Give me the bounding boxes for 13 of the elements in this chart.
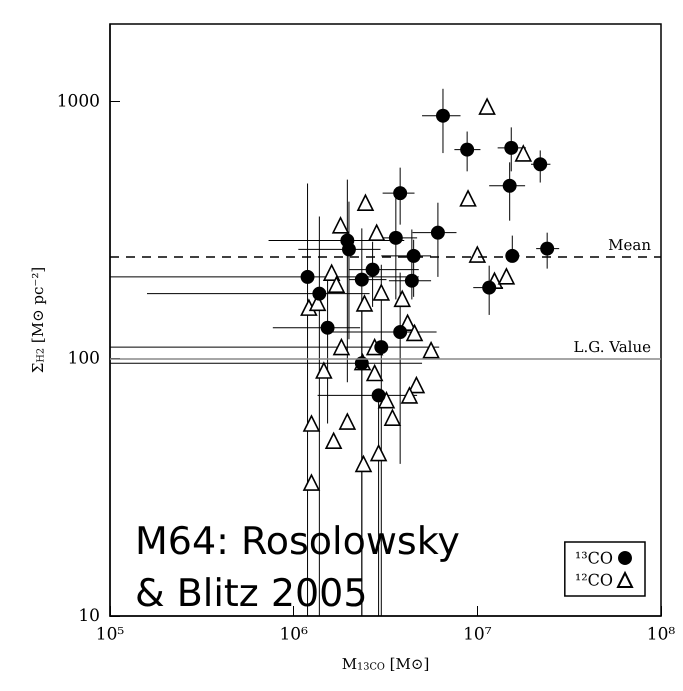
x-tick-label: 10⁸	[646, 624, 676, 644]
y-tick-label: 100	[68, 348, 100, 369]
y-axis-title: ΣH2 [M⊙ pc⁻²]	[28, 266, 47, 374]
y-tick-label: 1000	[56, 91, 100, 112]
x-tick-label: 10⁵	[96, 624, 124, 644]
ref-line-label: L.G. Value	[574, 338, 652, 356]
y-tick-label: 10	[78, 606, 100, 626]
legend-label: ¹²CO	[574, 570, 613, 590]
ref-line-label: Mean	[608, 236, 652, 254]
x-tick-label: 10⁷	[463, 624, 492, 644]
legend-label: ¹³CO	[574, 548, 613, 568]
x-axis-title: M13CO [M⊙]	[342, 655, 430, 673]
x-tick-label: 10⁶	[279, 624, 308, 644]
